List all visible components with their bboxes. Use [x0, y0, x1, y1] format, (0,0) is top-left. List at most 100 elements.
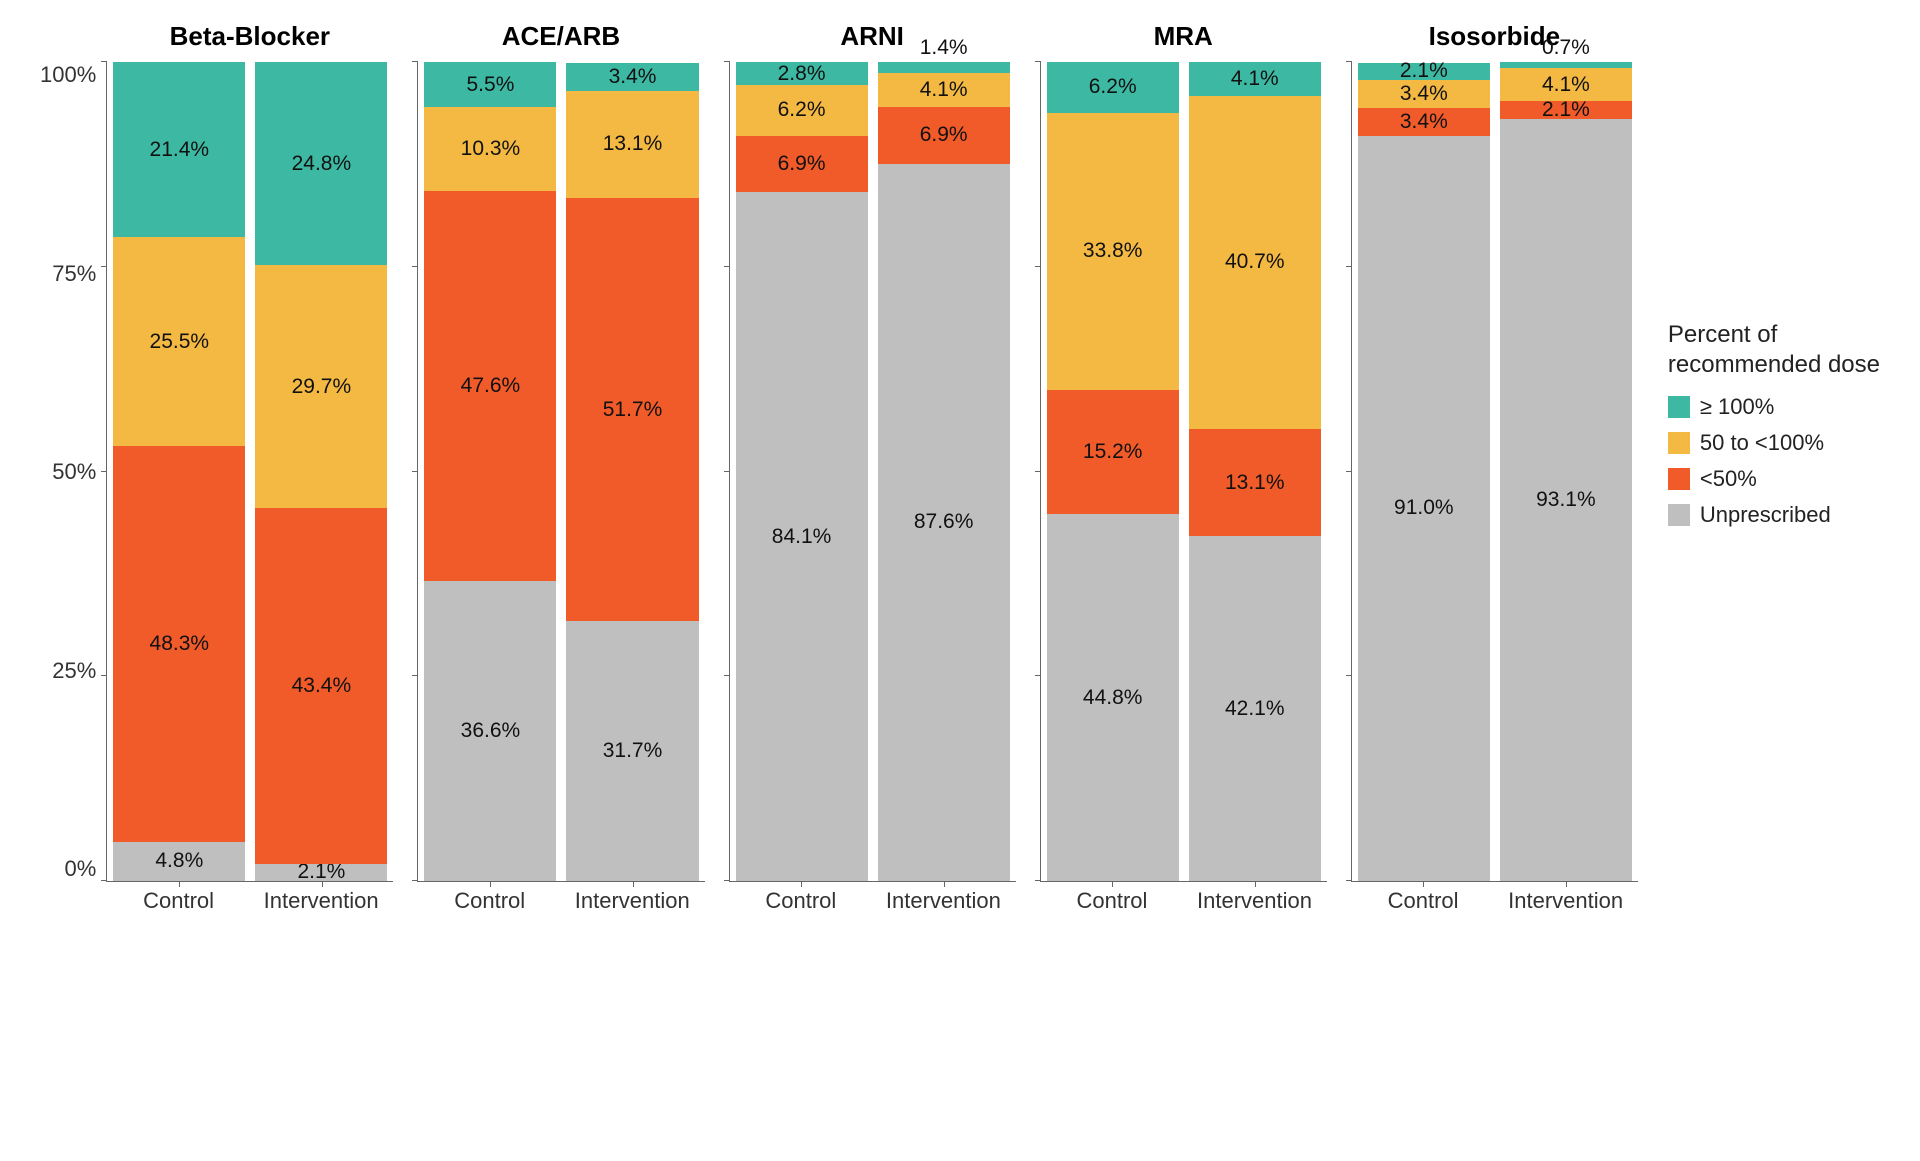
bar-segment: 3.4% [1358, 80, 1490, 108]
bar-segment: 47.6% [424, 191, 556, 581]
x-tickmark [179, 881, 180, 887]
y-tickmark [412, 880, 418, 881]
segment-value-label: 4.1% [920, 78, 968, 102]
y-tickmark [1035, 675, 1041, 676]
bar-segment: 93.1% [1500, 119, 1632, 881]
y-tick-label: 25% [52, 658, 96, 684]
panel: ARNI84.1%6.9%6.2%2.8%87.6%6.9%4.1%1.4%Co… [729, 20, 1016, 914]
x-label: Intervention [1188, 888, 1321, 914]
x-tickmark [1112, 881, 1113, 887]
bar-segment: 31.7% [566, 621, 698, 881]
chart-container: 100%75%50%25%0% Beta-Blocker4.8%48.3%25.… [40, 20, 1880, 914]
legend-swatch [1668, 468, 1690, 490]
segment-value-label: 2.8% [778, 62, 826, 86]
y-tickmark [724, 471, 730, 472]
bar-segment: 42.1% [1189, 536, 1321, 881]
bar-segment: 40.7% [1189, 96, 1321, 429]
y-tickmark [1346, 266, 1352, 267]
y-tickmark [1346, 880, 1352, 881]
segment-value-label: 48.3% [150, 632, 210, 656]
legend: Percent ofrecommended dose ≥ 100%50 to <… [1668, 20, 1880, 538]
segment-value-label: 6.9% [920, 123, 968, 147]
segment-value-label: 2.1% [1400, 59, 1448, 83]
segment-value-label: 21.4% [150, 138, 210, 162]
x-tickmark [944, 881, 945, 887]
legend-label: ≥ 100% [1700, 394, 1774, 420]
bar-segment: 2.1% [255, 864, 387, 881]
bar-segment: 3.4% [566, 63, 698, 91]
segment-value-label: 3.4% [1400, 82, 1448, 106]
y-tick-label: 75% [52, 261, 96, 287]
y-tickmark [724, 675, 730, 676]
legend-swatch [1668, 432, 1690, 454]
segment-value-label: 51.7% [603, 398, 663, 422]
segment-value-label: 87.6% [914, 510, 974, 534]
x-label: Control [1046, 888, 1179, 914]
segment-value-label: 3.4% [609, 65, 657, 89]
bar-segment: 2.1% [1500, 101, 1632, 118]
bar-segment: 5.5% [424, 62, 556, 107]
bar-segment: 13.1% [566, 91, 698, 198]
y-tickmark [1035, 471, 1041, 472]
segment-value-label: 29.7% [292, 375, 352, 399]
y-tickmark [101, 675, 107, 676]
y-tickmark [1346, 675, 1352, 676]
bar-segment: 51.7% [566, 198, 698, 621]
y-tickmark [1035, 61, 1041, 62]
y-tickmark [724, 61, 730, 62]
segment-value-label: 43.4% [292, 674, 352, 698]
y-tick-label: 0% [64, 856, 96, 882]
bar-segment: 48.3% [113, 446, 245, 842]
x-labels: Control Intervention [106, 882, 393, 914]
bar: 87.6%6.9%4.1%1.4% [878, 62, 1010, 881]
segment-value-label: 84.1% [772, 525, 832, 549]
bars-area: 4.8%48.3%25.5%21.4%2.1%43.4%29.7%24.8% [106, 62, 393, 882]
x-label: Intervention [566, 888, 699, 914]
x-tickmark [490, 881, 491, 887]
bar: 93.1%2.1%4.1%0.7% [1500, 62, 1632, 881]
legend-title: Percent ofrecommended dose [1668, 320, 1880, 380]
panel-title: Beta-Blocker [106, 20, 393, 62]
bar-segment: 6.9% [878, 107, 1010, 164]
segment-value-label: 47.6% [461, 374, 521, 398]
bar-segment: 6.2% [736, 85, 868, 136]
bar-segment: 25.5% [113, 237, 245, 446]
panels-row: Beta-Blocker4.8%48.3%25.5%21.4%2.1%43.4%… [106, 20, 1638, 914]
x-labels: Control Intervention [1040, 882, 1327, 914]
segment-value-label: 25.5% [150, 330, 210, 354]
segment-value-label: 33.8% [1083, 239, 1143, 263]
segment-value-label: 44.8% [1083, 686, 1143, 710]
panel-title: Isosorbide [1351, 20, 1638, 62]
bar: 44.8%15.2%33.8%6.2% [1047, 62, 1179, 881]
x-label: Intervention [255, 888, 388, 914]
y-tickmark [412, 266, 418, 267]
bar-segment: 87.6% [878, 164, 1010, 881]
x-label: Intervention [1499, 888, 1632, 914]
bars-area: 36.6%47.6%10.3%5.5%31.7%51.7%13.1%3.4% [417, 62, 704, 882]
bar-segment: 44.8% [1047, 514, 1179, 881]
x-labels: ControlIntervention [417, 882, 704, 914]
y-tickmark [724, 266, 730, 267]
x-label: Control [735, 888, 868, 914]
legend-items: ≥ 100%50 to <100%<50%Unprescribed [1668, 394, 1880, 528]
bar: 31.7% 51.7% 13.1% 3.4% [566, 62, 698, 881]
bar-segment: 91.0% [1358, 136, 1490, 881]
segment-value-label: 10.3% [461, 137, 521, 161]
bar-segment: 2.1% [1358, 63, 1490, 80]
y-tickmark [412, 675, 418, 676]
segment-value-label: 24.8% [292, 152, 352, 176]
bar: 91.0%3.4%3.4%2.1% [1358, 62, 1490, 881]
y-tickmark [101, 880, 107, 881]
y-tickmark [1035, 266, 1041, 267]
x-labels: ControlIntervention [729, 882, 1016, 914]
panel-title: MRA [1040, 20, 1327, 62]
panel: MRA44.8%15.2%33.8%6.2%42.1%13.1%40.7%4.1… [1040, 20, 1327, 914]
segment-value-label: 13.1% [603, 132, 663, 156]
segment-value-label: 42.1% [1225, 697, 1285, 721]
x-label: Control [112, 888, 245, 914]
segment-value-label: 6.2% [778, 98, 826, 122]
panel: Isosorbide91.0%3.4%3.4%2.1%93.1%2.1%4.1%… [1351, 20, 1638, 914]
segment-value-label: 2.1% [1542, 98, 1590, 122]
panel: ACE/ARB36.6%47.6%10.3%5.5%31.7%51.7%13.1… [417, 20, 704, 914]
legend-item: <50% [1668, 466, 1880, 492]
